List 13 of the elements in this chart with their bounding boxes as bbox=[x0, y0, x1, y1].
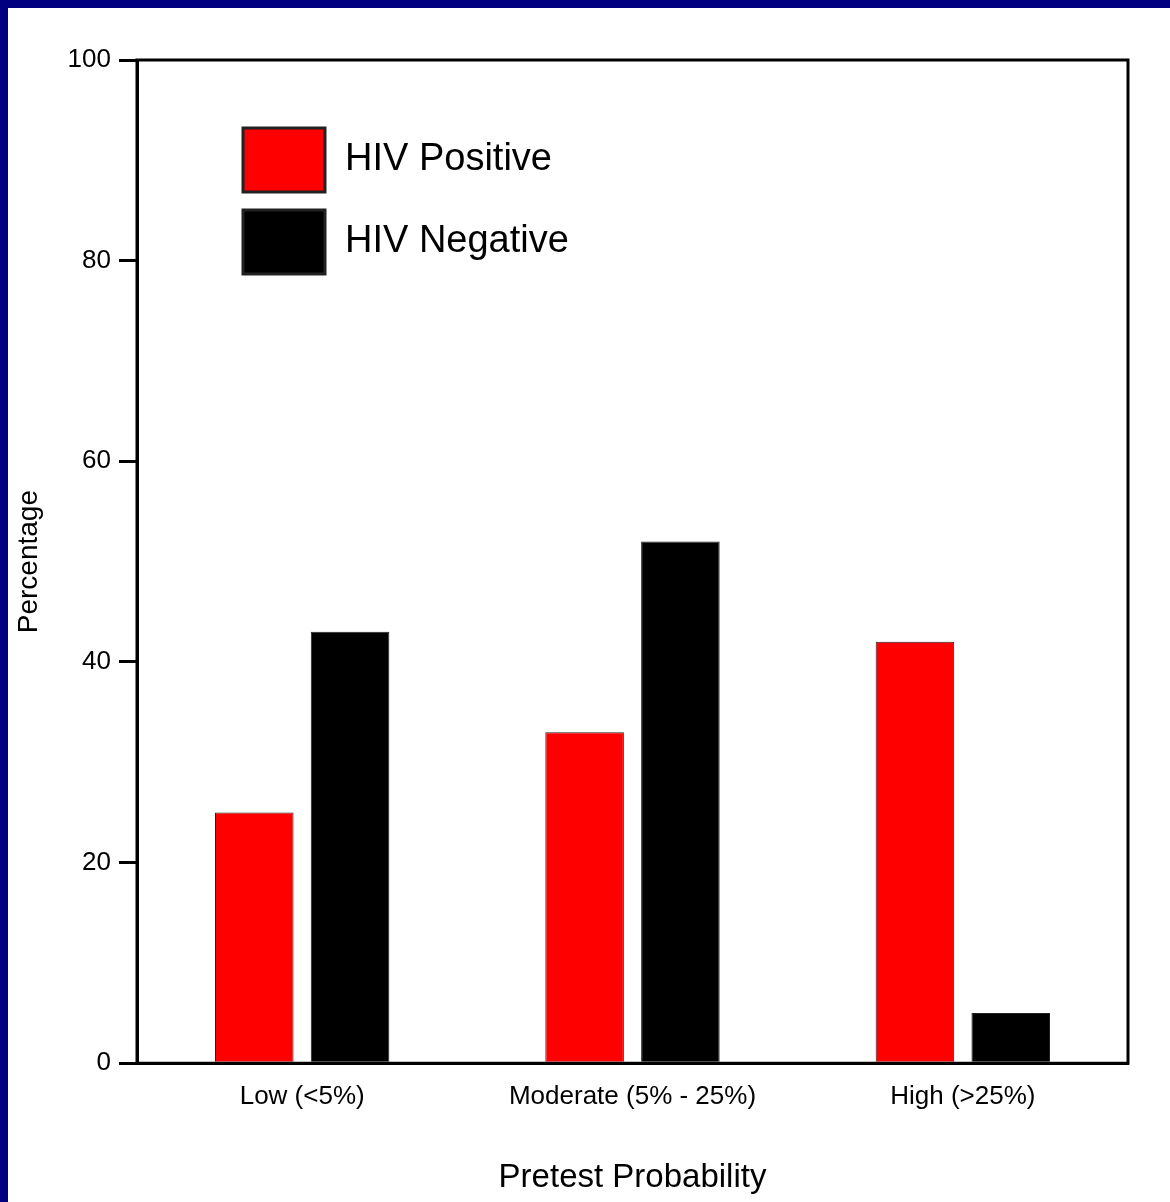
x-tick-label: Low (<5%) bbox=[239, 1079, 365, 1110]
x-axis-title: Pretest Probability bbox=[498, 1157, 767, 1195]
y-tick-label: 60 bbox=[82, 444, 111, 475]
x-tick-label: High (>25%) bbox=[890, 1079, 1036, 1110]
y-tick-label: 40 bbox=[82, 645, 111, 676]
y-tick-label: 0 bbox=[96, 1046, 111, 1077]
y-axis-title: Percentage bbox=[11, 489, 43, 634]
y-tick-label: 20 bbox=[82, 845, 111, 876]
y-tick-label: 80 bbox=[82, 243, 111, 274]
legend-label: HIV Negative bbox=[345, 218, 569, 261]
legend-label: HIV Positive bbox=[345, 136, 552, 179]
x-tick-label: Moderate (5% - 25%) bbox=[508, 1079, 757, 1110]
y-tick-label: 100 bbox=[67, 43, 111, 74]
